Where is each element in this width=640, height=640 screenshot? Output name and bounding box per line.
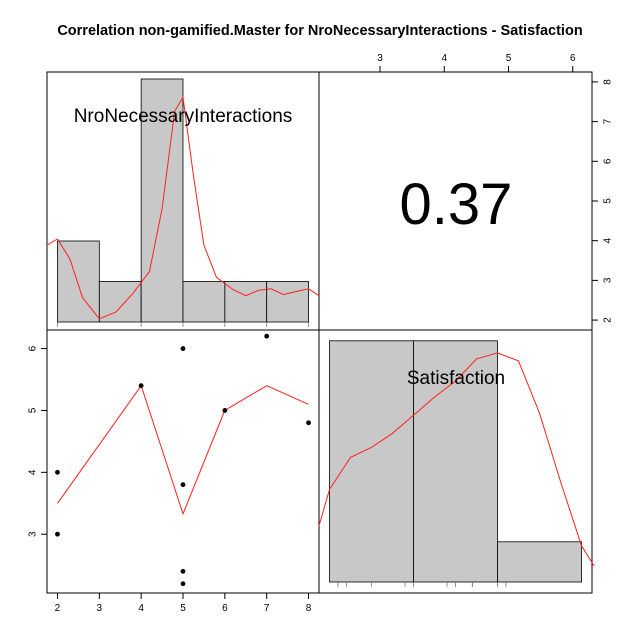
hist-bar [98, 281, 142, 323]
right-axis-tick-label: 6 [603, 158, 614, 164]
hist-bar [140, 78, 184, 323]
bottom-axis-tick-label: 5 [180, 603, 186, 614]
scatter-point [138, 383, 144, 389]
scatter-point [306, 420, 311, 426]
right-axis-tick-label: 7 [603, 118, 614, 124]
left-axis-tick-label: 4 [28, 469, 39, 475]
top-axis-tick-label: 6 [570, 53, 576, 64]
bottom-axis-tick-label: 7 [264, 603, 270, 614]
scatter-point [222, 408, 228, 413]
var-label-satisfaction: Satisfaction [407, 368, 505, 389]
hist-bar [497, 541, 582, 583]
left-axis-tick-label: 5 [28, 407, 39, 413]
left-axis-tick-label: 6 [28, 345, 39, 351]
axes: 3 4 5 6 2 3 4 5 6 7 8 2 3 4 5 6 7 8 3 4 5 6 [28, 53, 614, 614]
scatter-point [180, 482, 186, 488]
right-axis-tick-label: 3 [603, 277, 614, 283]
bottom-axis-tick-label: 8 [306, 603, 312, 614]
chart-title: Correlation non-gamified.Master for NroN… [57, 23, 582, 39]
top-axis-tick-label: 4 [441, 53, 447, 64]
scatter-point [264, 333, 270, 339]
bottom-axis-tick-label: 3 [97, 603, 103, 614]
top-axis-tick-label: 3 [377, 53, 383, 64]
scatter-point [55, 469, 60, 475]
panel-bottom-right-frame [318, 329, 593, 594]
right-axis-tick-label: 5 [603, 198, 614, 204]
scatter-point [180, 568, 186, 574]
var-label-nro-interactions: NroNecessaryInteractions [74, 106, 293, 127]
right-axis-tick-label: 2 [603, 317, 614, 323]
correlation-value: 0.37 [400, 172, 513, 237]
hist-bar [266, 281, 309, 323]
right-axis-tick-label: 4 [603, 237, 614, 243]
density-curve [46, 95, 320, 320]
bottom-axis-tick-label: 6 [222, 603, 228, 614]
top-axis-tick-label: 5 [506, 53, 512, 64]
hist-bar [329, 340, 414, 583]
hist-bar [57, 240, 100, 323]
scatter-point [55, 531, 60, 537]
hist-bar [182, 281, 226, 323]
smooth-line [57, 384, 309, 516]
left-axis-tick-label: 3 [28, 531, 39, 537]
scatter-panel [55, 333, 311, 587]
histogram-satisfaction [318, 340, 595, 587]
bottom-axis-tick-label: 4 [138, 603, 144, 614]
scatter-point [180, 346, 186, 351]
right-axis-tick-label: 8 [603, 79, 614, 85]
scatter-point [180, 581, 186, 587]
histogram-nro-interactions [46, 78, 320, 327]
bottom-axis-tick-label: 2 [55, 603, 61, 614]
density-curve [318, 352, 595, 567]
